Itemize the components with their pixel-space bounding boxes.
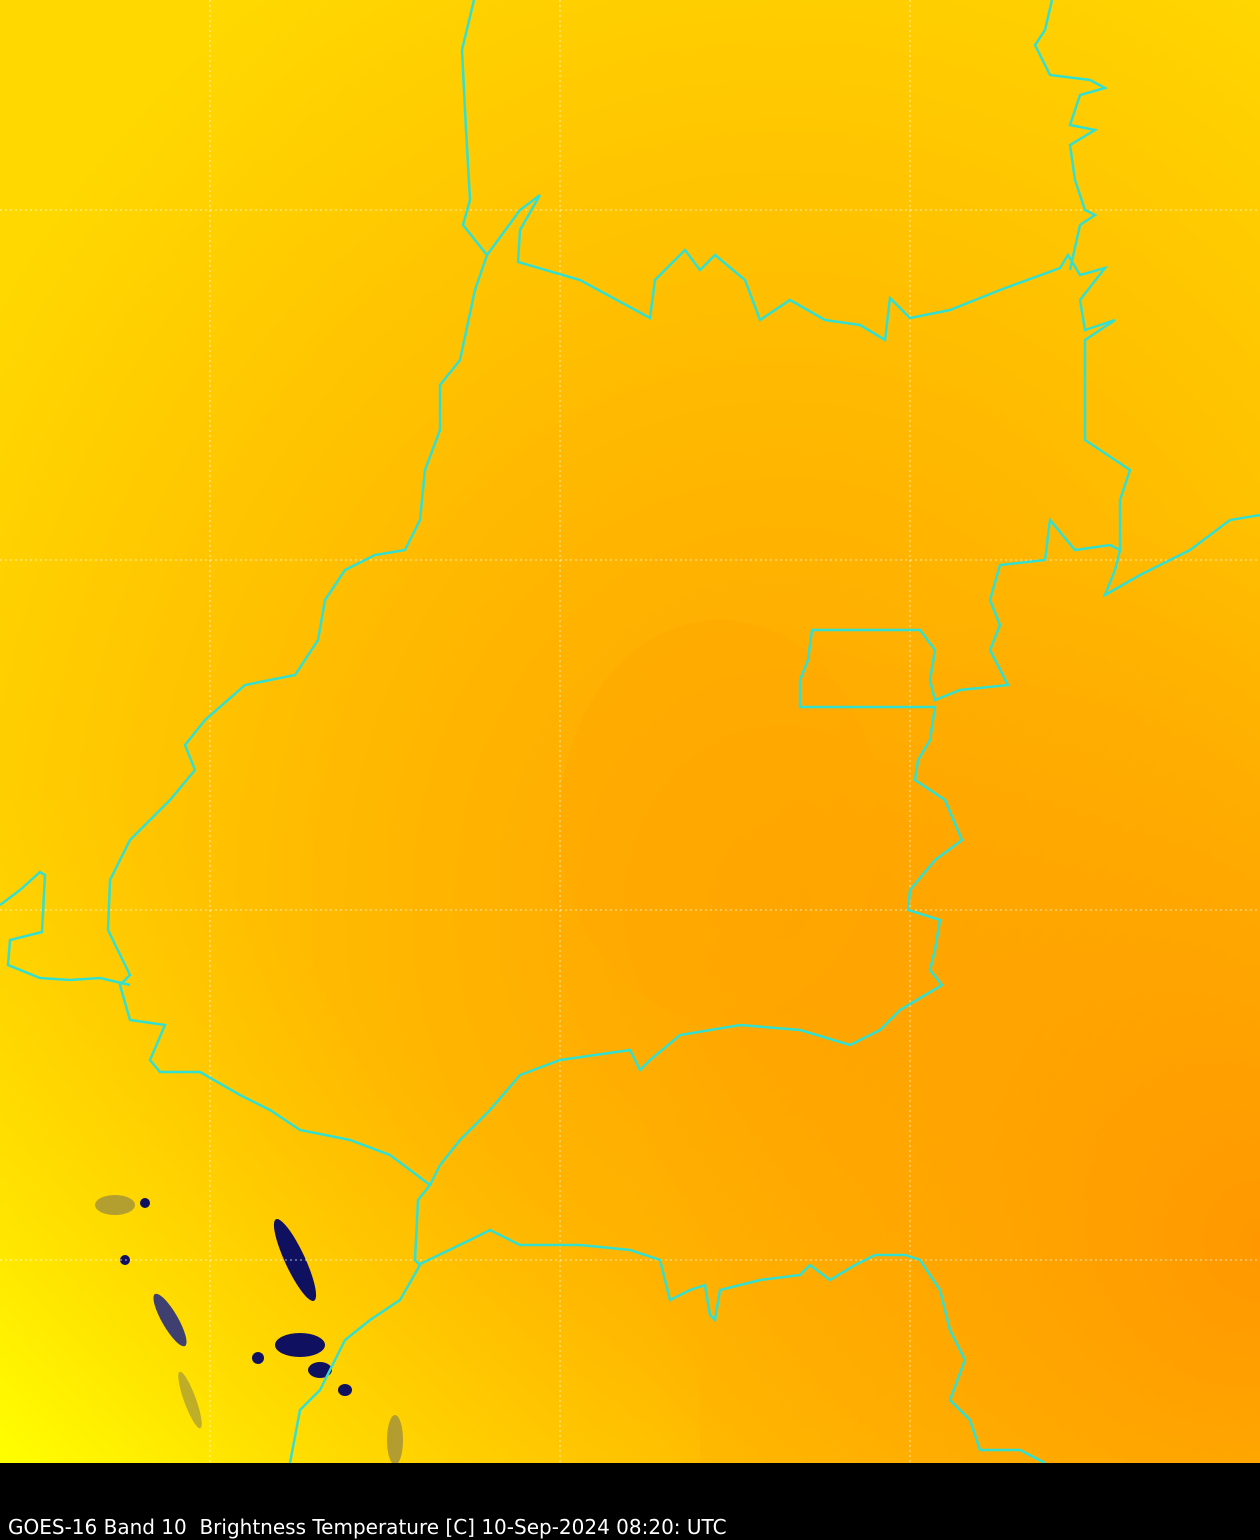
image-caption: GOES-16 Band 10 Brightness Temperature […	[8, 1515, 727, 1539]
gridlines	[0, 0, 1260, 1463]
satellite-map	[0, 0, 1260, 1463]
state-borders	[0, 0, 1260, 1463]
cloud-cluster	[95, 1195, 403, 1463]
warm-area-center	[560, 620, 880, 1020]
